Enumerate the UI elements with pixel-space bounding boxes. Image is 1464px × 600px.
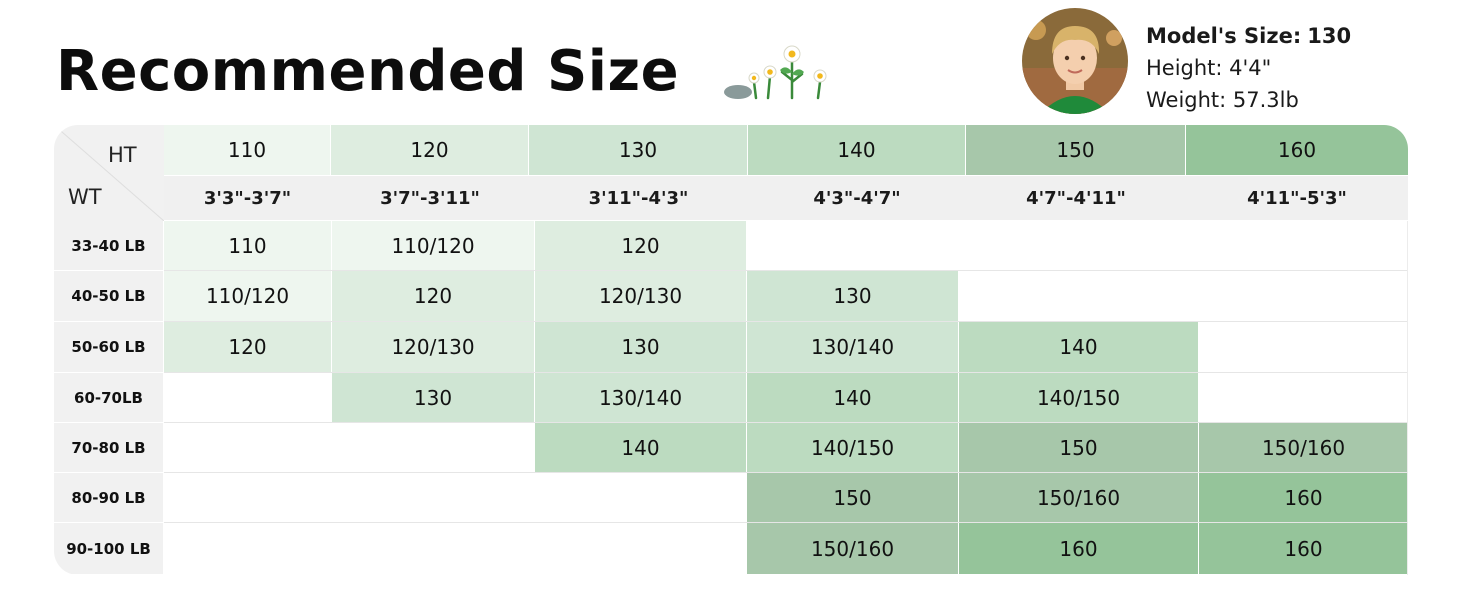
size-cell: 120/130: [332, 322, 534, 372]
weight-label: 33-40 LB: [54, 221, 163, 270]
height-range-150: 4'7"-4'11": [966, 176, 1186, 220]
size-cell: 120: [332, 271, 534, 321]
row-divider: [164, 270, 1408, 271]
weight-label: 90-100 LB: [54, 523, 163, 574]
height-range-110: 3'3"-3'7": [164, 176, 331, 220]
row-divider: [164, 321, 1408, 322]
weight-label: 50-60 LB: [54, 322, 163, 372]
weight-label: 40-50 LB: [54, 271, 163, 321]
size-cell: 130: [747, 271, 958, 321]
size-cell: 120: [164, 322, 331, 372]
size-cell: 160: [959, 523, 1198, 574]
weight-label: 70-80 LB: [54, 423, 163, 472]
height-range-160: 4'11"-5'3": [1186, 176, 1408, 220]
page-title: Recommended Size: [56, 39, 680, 104]
size-header-140: 140: [748, 125, 965, 175]
size-header-150: 150: [966, 125, 1185, 175]
size-cell: 150: [747, 473, 958, 522]
size-header-160: 160: [1186, 125, 1408, 175]
size-cell: 120/130: [535, 271, 746, 321]
weight-label: 60-70LB: [54, 373, 163, 422]
model-info: Model's Size: 130 Height: 4'4" Weight: 57…: [1146, 20, 1351, 116]
table-corner: HT WT: [54, 125, 164, 221]
size-cell: 140: [535, 423, 746, 472]
model-weight: Weight: 57.3lb: [1146, 88, 1299, 112]
size-cell: 160: [1199, 523, 1408, 574]
size-cell: 130/140: [747, 322, 958, 372]
model-avatar: [1022, 8, 1128, 114]
wt-label: WT: [68, 185, 102, 209]
size-cell: 140: [959, 322, 1198, 372]
size-cell: 140/150: [959, 373, 1198, 422]
height-range-140: 4'3"-4'7": [748, 176, 966, 220]
row-divider: [164, 422, 1408, 423]
size-cell: 150/160: [1199, 423, 1408, 472]
ht-label: HT: [108, 143, 137, 167]
size-cell: 130/140: [535, 373, 746, 422]
model-size-value: 130: [1307, 24, 1352, 48]
column-divider: [1407, 221, 1408, 575]
weight-label: 80-90 LB: [54, 473, 163, 522]
height-range-130: 3'11"-4'3": [529, 176, 748, 220]
size-cell: 110/120: [164, 271, 331, 321]
size-cell: 110: [164, 221, 331, 270]
size-cell: 130: [535, 322, 746, 372]
size-cell: 140: [747, 373, 958, 422]
size-header-120: 120: [331, 125, 528, 175]
model-size: Model's Size: 130: [1146, 20, 1351, 52]
flowers-icon: [724, 45, 827, 100]
size-cell: 150: [959, 423, 1198, 472]
size-chart-table: HT WT 110 3'3"-3'7" 120 3'7"-3'11" 130 3'11"-…: [54, 125, 1408, 575]
model-height: Height: 4'4": [1146, 56, 1272, 80]
size-cell: 150/160: [747, 523, 958, 574]
size-header-110: 110: [164, 125, 330, 175]
row-divider: [164, 522, 1408, 523]
size-cell: 150/160: [959, 473, 1198, 522]
size-cell: 110/120: [332, 221, 534, 270]
size-header-130: 130: [529, 125, 747, 175]
height-range-120: 3'7"-3'11": [331, 176, 529, 220]
row-divider: [164, 372, 1408, 373]
size-cell: 120: [535, 221, 746, 270]
model-size-label: Model's Size:: [1146, 24, 1302, 48]
row-divider: [164, 472, 1408, 473]
size-cell: 130: [332, 373, 534, 422]
size-cell: 140/150: [747, 423, 958, 472]
size-cell: 160: [1199, 473, 1408, 522]
